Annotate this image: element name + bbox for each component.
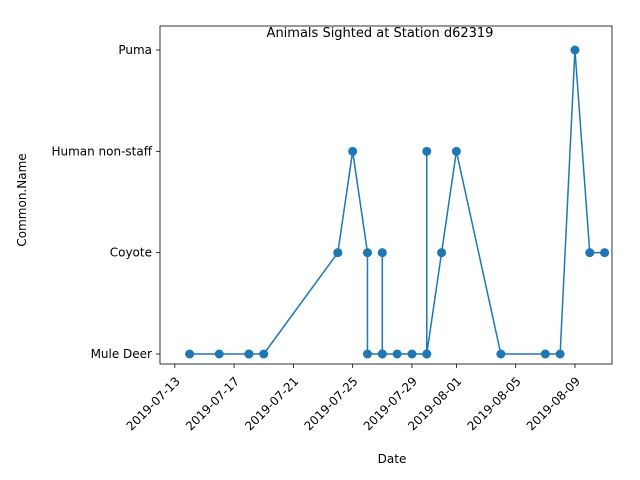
data-point bbox=[259, 349, 269, 359]
x-axis: 2019-07-13 2019-07-17 2019-07-21 2019-07-25… bbox=[124, 364, 583, 433]
data-point bbox=[570, 45, 580, 55]
data-point bbox=[392, 349, 402, 359]
x-tick-label: 2019-07-13 bbox=[124, 374, 183, 433]
plot-area: Mule Deer Coyote Human non-staff Puma 2019-… bbox=[51, 25, 613, 433]
y-axis-label: Common.Name bbox=[15, 153, 29, 246]
data-point bbox=[214, 349, 224, 359]
data-point bbox=[422, 349, 432, 359]
data-point bbox=[377, 349, 387, 359]
x-tick-label: 2019-08-05 bbox=[465, 374, 524, 433]
series-line bbox=[189, 49, 605, 355]
data-point bbox=[185, 349, 195, 359]
x-axis-label: Date bbox=[378, 452, 407, 466]
x-tick-label: 2019-07-17 bbox=[183, 374, 242, 433]
x-tick-label: 2019-07-21 bbox=[242, 374, 301, 433]
data-point bbox=[333, 248, 343, 258]
y-tick-label: Human non-staff bbox=[51, 144, 152, 158]
y-tick-label: Coyote bbox=[110, 246, 152, 260]
plot-frame bbox=[159, 25, 613, 365]
data-point bbox=[555, 349, 565, 359]
data-point bbox=[377, 248, 387, 258]
data-point bbox=[496, 349, 506, 359]
data-point bbox=[407, 349, 417, 359]
data-point bbox=[451, 146, 461, 156]
data-point bbox=[244, 349, 254, 359]
data-point bbox=[585, 248, 595, 258]
y-tick-label: Puma bbox=[118, 43, 152, 57]
data-point bbox=[540, 349, 550, 359]
data-point bbox=[600, 248, 610, 258]
y-tick-label: Mule Deer bbox=[91, 347, 152, 361]
chart-title: Animals Sighted at Station d62319 bbox=[267, 26, 494, 41]
data-point bbox=[348, 146, 358, 156]
series-layer bbox=[185, 45, 610, 359]
data-point bbox=[362, 349, 372, 359]
data-point bbox=[362, 248, 372, 258]
x-tick-label: 2019-08-09 bbox=[524, 374, 583, 433]
data-point bbox=[422, 146, 432, 156]
y-axis: Mule Deer Coyote Human non-staff Puma bbox=[51, 43, 160, 361]
data-point bbox=[437, 248, 447, 258]
x-tick-label: 2019-07-25 bbox=[301, 374, 360, 433]
